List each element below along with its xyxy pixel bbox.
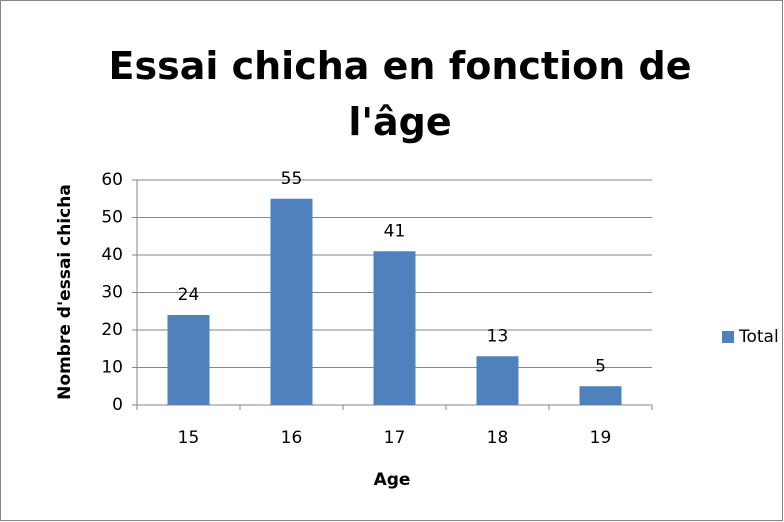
x-tick-label: 17	[384, 428, 406, 448]
x-tick-label: 18	[487, 428, 509, 448]
legend-label: Total	[738, 327, 779, 347]
x-tick-label: 19	[590, 428, 612, 448]
y-tick-label: 30	[101, 283, 123, 303]
chart-title: Essai chicha en fonction de l'âge	[108, 44, 692, 144]
x-tick-label: 16	[281, 428, 303, 448]
legend-swatch	[722, 331, 734, 343]
bar	[373, 251, 416, 405]
bar	[579, 386, 622, 405]
x-tick-label: 15	[178, 428, 200, 448]
y-tick-label: 40	[101, 245, 123, 265]
data-label: 13	[487, 326, 509, 346]
bar	[270, 198, 313, 405]
y-axis-label: Nombre d'essai chicha	[55, 184, 75, 400]
data-label: 24	[178, 285, 200, 305]
bar	[167, 315, 210, 405]
y-tick-label: 60	[101, 170, 123, 190]
x-axis-label: Age	[374, 470, 411, 490]
y-tick-label: 20	[101, 320, 123, 340]
bar	[476, 356, 519, 405]
y-tick-label: 0	[112, 395, 123, 415]
y-tick-label: 10	[101, 358, 123, 378]
data-label: 5	[595, 356, 606, 376]
y-tick-label: 50	[101, 208, 123, 228]
data-label: 55	[281, 169, 303, 189]
data-label: 41	[384, 221, 406, 241]
